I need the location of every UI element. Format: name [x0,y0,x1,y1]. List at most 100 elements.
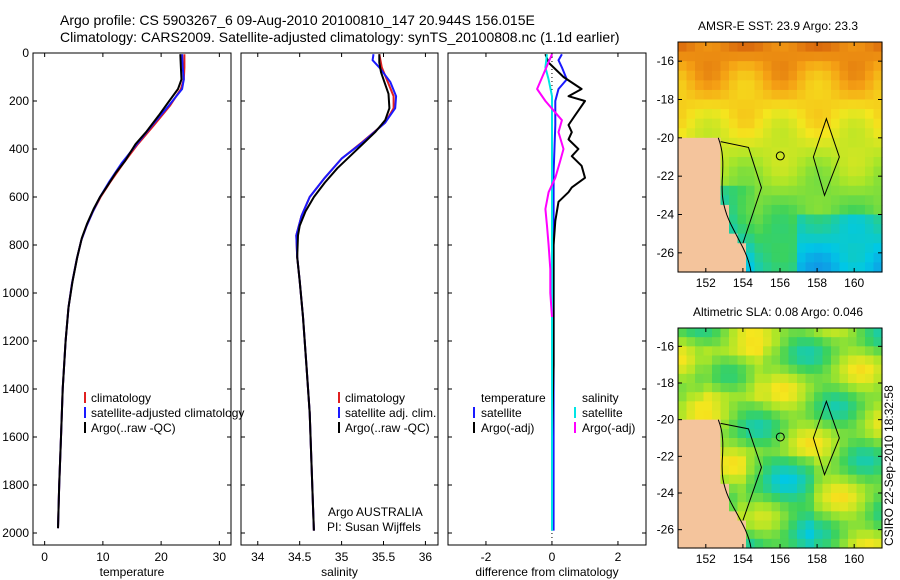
sst-map: 152 154 156 158 160 -16 -18 -20 -22 -24 -26 [657,41,883,290]
map-cell [856,128,866,139]
map-cell [754,157,764,168]
map-cell [763,157,773,168]
land-cell [678,224,688,235]
land-cell [695,483,705,494]
map-cell [797,147,807,158]
map-cell [720,195,730,206]
land-cell [678,204,688,216]
map-cell [771,109,781,120]
difference-legend-salinity-header: salinity [582,391,619,405]
land-cell [712,224,722,235]
map-cell [839,337,849,347]
map-cell [754,529,764,540]
map-cell [814,70,824,81]
x-tick-label: 158 [807,552,827,566]
map-cell [822,419,832,430]
map-cell [771,128,781,139]
map-cell [822,224,832,235]
map-cell [839,51,849,62]
x-tick-label: 158 [807,276,827,290]
map-cell [805,438,815,448]
map-cell [839,483,849,494]
map-cell [865,80,875,91]
land-cell [695,456,705,467]
map-cell [856,364,866,375]
map-cell [848,419,858,430]
map-cell [788,529,798,540]
map-cell [839,346,849,357]
map-cell [678,89,688,101]
y-tick-label: -24 [657,208,675,222]
map-cell [763,465,773,476]
x-tick-label: 34 [251,550,265,564]
map-cell [746,61,756,72]
land-cell [712,538,722,549]
land-cell [703,483,713,494]
map-cell [814,243,824,254]
map-cell [771,118,781,129]
map-cell [822,346,832,357]
map-cell [746,364,756,375]
map-cell [754,233,764,244]
map-cell [848,328,858,338]
map-cell [805,243,815,254]
map-cell [763,493,773,503]
land-cell [686,438,696,448]
map-cell [763,80,773,91]
map-cell [865,51,875,62]
map-cell [771,204,781,216]
title-line-2: Climatology: CARS2009. Satellite-adjuste… [60,29,620,45]
y-tick-label: -24 [657,486,675,500]
map-cell [780,474,790,485]
map-cell [746,109,756,120]
land-cell [712,262,722,273]
land-cell [729,511,739,522]
map-cell [678,61,688,72]
map-cell [686,51,696,62]
map-cell [788,80,798,91]
difference-legend-salinity-argo: Argo(-adj) [582,421,635,435]
land-cell [712,502,722,512]
land-cell [695,502,705,512]
land-cell [712,176,722,187]
map-cell [695,392,705,402]
map-cell [831,70,841,81]
y-tick-label: -16 [657,339,675,353]
map-cell [873,456,883,467]
map-cell [746,118,756,129]
map-cell [754,520,764,531]
map-cell [754,118,764,129]
land-cell [678,502,688,512]
y-tick-label: -18 [657,376,675,390]
map-cell [873,355,883,366]
csiro-timestamp: CSIRO 22-Sep-2010 18:32:58 [882,385,896,546]
land-cell [686,456,696,467]
map-cell [771,529,781,540]
map-cell [848,262,858,273]
map-cell [720,428,730,439]
map-cell [788,224,798,235]
map-cell [780,364,790,375]
argo-location-marker [775,151,785,161]
map-cell [856,61,866,72]
map-cell [873,262,883,273]
map-cell [771,410,781,421]
map-cell [831,99,841,110]
map-cell [865,419,875,430]
map-cell [780,42,790,53]
map-cell [856,89,866,101]
map-cell [797,538,807,549]
map-cell [831,328,841,338]
map-cell [780,538,790,549]
map-cell [805,89,815,101]
map-cell [686,99,696,110]
map-cell [729,337,739,347]
map-cell [839,465,849,476]
map-cell [814,502,824,512]
land-cell [729,520,739,531]
map-cell [771,252,781,264]
map-cell [737,419,747,430]
map-cell [788,137,798,149]
map-cell [856,99,866,110]
map-cell [805,493,815,503]
